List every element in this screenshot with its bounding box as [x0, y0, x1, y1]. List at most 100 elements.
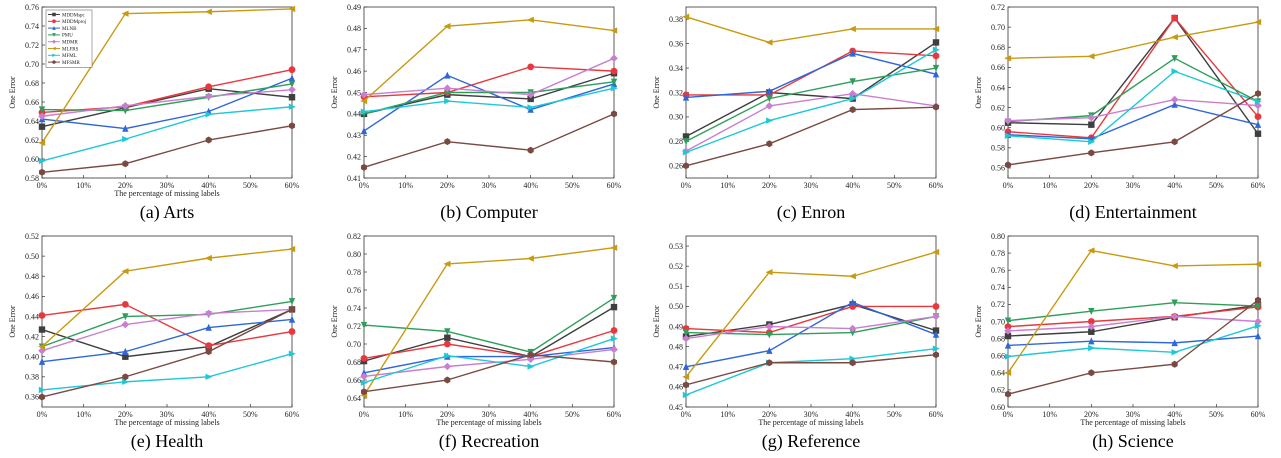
- data-point: [443, 23, 451, 30]
- series-line-7: [363, 87, 615, 113]
- y-tick-label: 0.36: [669, 39, 683, 48]
- data-point: [766, 95, 773, 103]
- data-point: [1088, 149, 1095, 157]
- y-tick-label: 0.53: [669, 242, 683, 251]
- x-tick-label: 50%: [887, 181, 902, 190]
- x-tick-label: 60%: [1251, 181, 1266, 190]
- data-point: [38, 386, 46, 394]
- data-point: [766, 359, 773, 367]
- data-point: [849, 49, 856, 57]
- x-tick-label: 40%: [845, 410, 860, 419]
- x-tick-label: 20%: [762, 410, 777, 419]
- series-line-6: [685, 251, 937, 378]
- y-axis-label: One Error: [652, 76, 661, 109]
- series-line-3: [41, 77, 293, 130]
- series-line-7: [1007, 70, 1259, 143]
- data-point: [527, 104, 535, 111]
- data-point: [682, 138, 690, 146]
- chart-panel-2: 0.41 0.42 0.43 0.44 0.45 0.46 0.47 0.48 0.49 0% 10…: [330, 3, 622, 223]
- series-line-6: [363, 19, 615, 102]
- x-tick-label: 30%: [1126, 181, 1141, 190]
- legend-entry: MFSMR: [62, 61, 80, 66]
- y-tick-label: 0.34: [669, 64, 683, 73]
- x-tick-label: 10%: [76, 410, 91, 419]
- data-point: [443, 84, 452, 93]
- series-line-8: [1007, 299, 1259, 395]
- x-tick-label: 50%: [887, 410, 902, 419]
- data-point: [288, 74, 296, 82]
- data-point: [1171, 299, 1178, 307]
- series-line-5: [41, 88, 293, 117]
- data-point: [38, 357, 46, 365]
- x-tick-label: 60%: [607, 181, 622, 190]
- x-tick-label: 0%: [1003, 181, 1014, 190]
- data-point: [38, 112, 46, 121]
- chart-panel-6: 0.64 0.66 0.68 0.70 0.72 0.74 0.76 0.78 0.80 0.82…: [330, 232, 622, 452]
- x-tick-label: 0%: [37, 181, 48, 190]
- data-point: [288, 315, 296, 323]
- data-point: [1170, 95, 1179, 104]
- series-line-1: [363, 306, 615, 362]
- data-point: [1087, 322, 1096, 331]
- y-tick-label: 0.40: [25, 353, 39, 362]
- data-point: [360, 372, 368, 381]
- data-point: [765, 322, 774, 331]
- data-point: [360, 388, 368, 396]
- data-point: [121, 320, 130, 329]
- data-point: [288, 94, 296, 101]
- data-point: [1254, 90, 1262, 98]
- data-point: [932, 103, 940, 111]
- data-point: [38, 123, 46, 130]
- data-point: [1004, 341, 1012, 349]
- data-point: [1004, 332, 1012, 340]
- x-axis-label: The percentage of missing labels: [1080, 418, 1185, 427]
- y-tick-label: 0.46: [25, 292, 39, 301]
- y-tick-label: 0.28: [669, 137, 683, 146]
- data-point: [527, 146, 534, 154]
- series-line-5: [363, 348, 615, 378]
- y-tick-label: 0.68: [991, 43, 1005, 52]
- series-line-1: [41, 87, 293, 128]
- y-tick-label: 0.74: [347, 304, 361, 313]
- data-point: [1254, 18, 1262, 26]
- y-tick-label: 0.62: [991, 386, 1005, 395]
- y-tick-label: 0.66: [991, 352, 1005, 361]
- data-point: [682, 149, 690, 156]
- data-point: [360, 127, 368, 135]
- data-point: [682, 93, 690, 101]
- series-line-2: [41, 69, 293, 114]
- data-point: [1254, 296, 1262, 304]
- y-tick-label: 0.72: [991, 300, 1005, 309]
- data-point: [932, 330, 940, 338]
- x-tick-label: 40%: [201, 181, 216, 190]
- data-point: [1088, 121, 1095, 128]
- y-tick-label: 0.68: [991, 334, 1005, 343]
- series-line-5: [363, 57, 615, 96]
- y-axis-label: One Error: [652, 305, 661, 338]
- data-point: [932, 351, 940, 359]
- data-point: [766, 117, 774, 124]
- x-tick-label: 20%: [440, 410, 455, 419]
- data-point: [288, 298, 296, 306]
- data-point: [849, 106, 856, 114]
- data-point: [204, 309, 213, 318]
- data-point: [288, 103, 296, 110]
- y-tick-label: 0.45: [669, 403, 683, 412]
- data-point: [38, 393, 46, 401]
- y-tick-label: 0.41: [347, 174, 361, 183]
- data-point: [932, 248, 940, 256]
- y-axis-label: One Error: [330, 305, 339, 338]
- data-point: [444, 138, 451, 146]
- legend-marker: [52, 33, 56, 37]
- x-tick-label: 0%: [359, 181, 370, 190]
- data-point: [610, 85, 618, 92]
- data-point: [610, 345, 618, 354]
- y-tick-label: 0.76: [991, 266, 1005, 275]
- data-point: [610, 244, 618, 251]
- series-line-7: [41, 353, 293, 391]
- series-line-4: [685, 315, 937, 336]
- y-tick-label: 0.26: [669, 162, 683, 171]
- legend-entry: MDDMproj: [62, 20, 86, 25]
- y-tick-label: 0.38: [25, 373, 39, 382]
- data-point: [849, 298, 856, 306]
